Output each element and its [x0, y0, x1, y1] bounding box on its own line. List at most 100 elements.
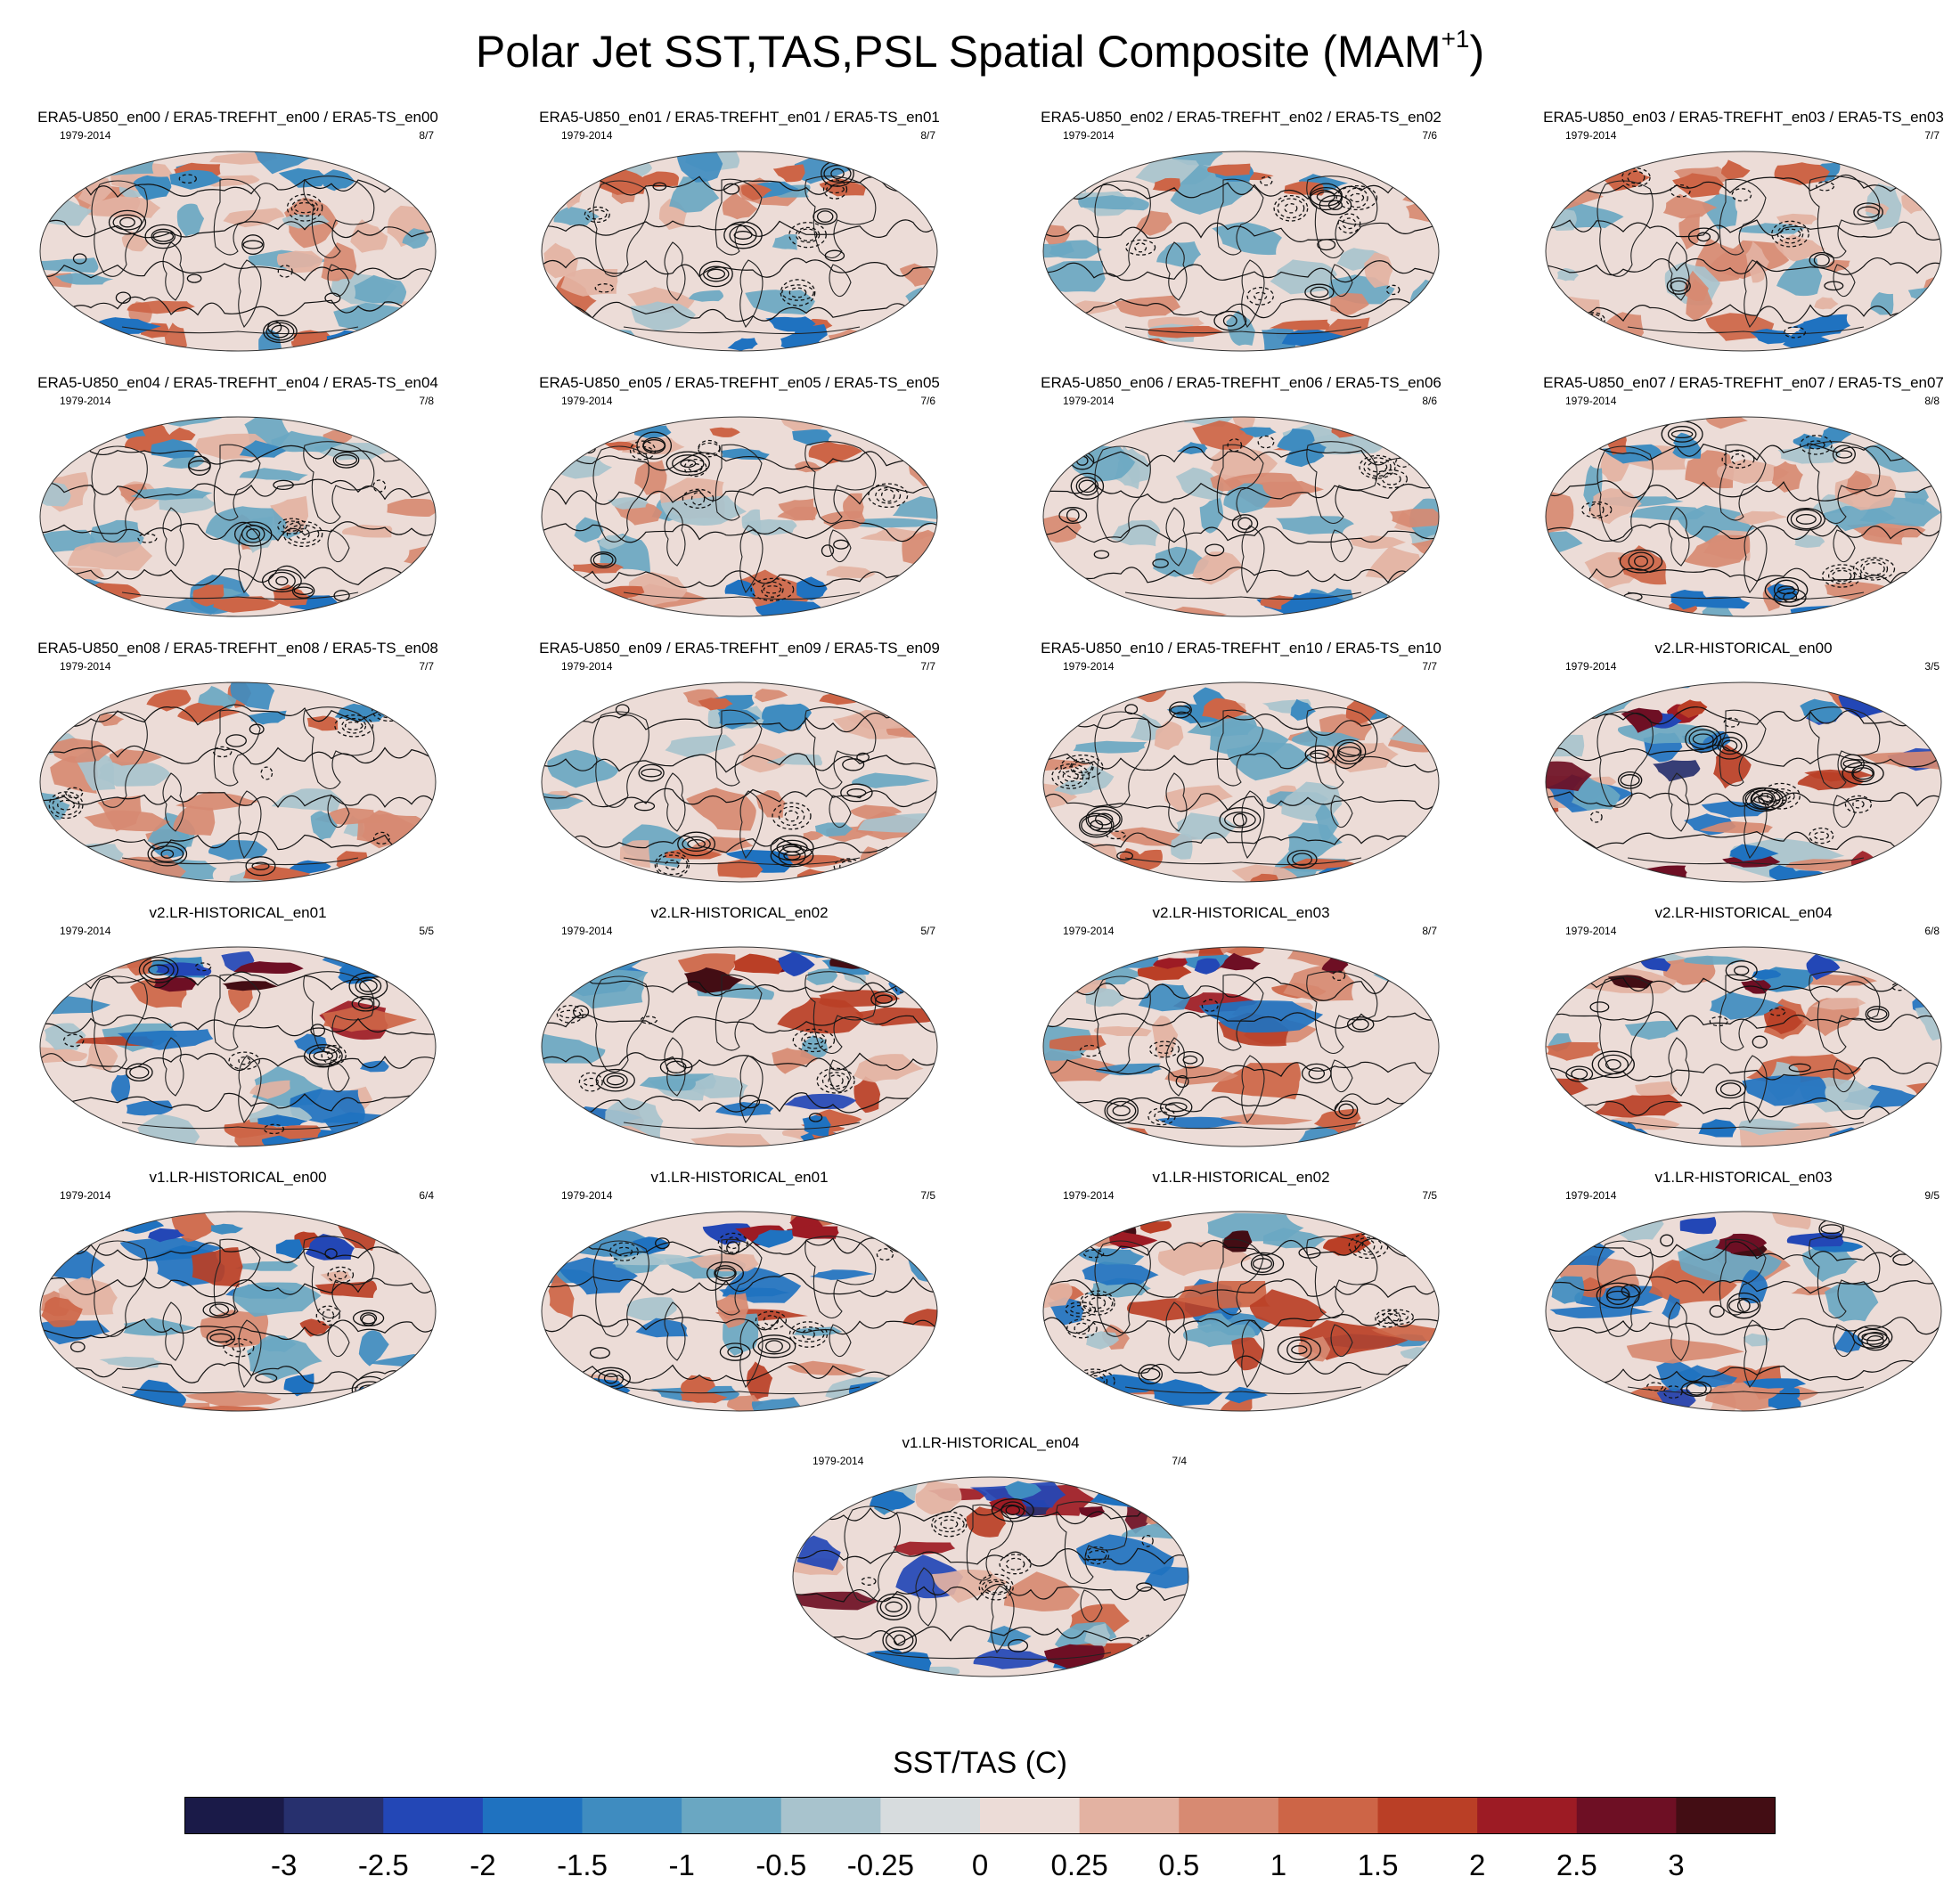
psl-negative-contour	[1670, 184, 1691, 198]
colorbar-swatch	[682, 1798, 782, 1833]
coastline	[1216, 974, 1264, 1051]
colorbar-swatch	[880, 1798, 981, 1833]
psl-positive-contour	[148, 964, 169, 976]
psl-negative-contour	[1363, 457, 1392, 477]
colorbar-frame	[184, 1797, 1776, 1834]
psl-contour	[1043, 1011, 1439, 1029]
psl-contour	[1546, 706, 1941, 727]
psl-contour	[542, 451, 937, 471]
coastline	[1094, 180, 1151, 277]
psl-negative-contour	[376, 701, 404, 719]
psl-positive-contour	[1898, 965, 1912, 979]
panel-title: v2.LR-HISTORICAL_en00	[1654, 640, 1833, 657]
psl-positive-contour	[265, 322, 295, 341]
psl-negative-contour	[868, 483, 909, 509]
psl-positive-contour	[1319, 194, 1352, 216]
psl-negative-contour	[826, 184, 845, 194]
coastline	[1056, 1501, 1128, 1585]
panel-title: ERA5-U850_en03 / ERA5-TREFHT_en03 / ERA5…	[1543, 109, 1944, 126]
panel-period: 1979-2014	[1565, 395, 1617, 407]
colorbar-tick-label: 1	[1270, 1848, 1287, 1881]
psl-positive-contour	[723, 221, 763, 249]
psl-negative-contour	[755, 1310, 788, 1330]
psl-positive-contour	[1087, 809, 1121, 829]
coastline	[1719, 178, 1767, 256]
coastline	[1165, 507, 1188, 567]
psl-contour	[1043, 260, 1439, 283]
colorbar-labels: -3 -2.5 -2 -1.5 -1 -0.5 -0.25 0 0.25 0.5 1 1.5 2 2.5 3	[0, 1848, 1960, 1893]
psl-negative-contour	[213, 746, 233, 758]
panel-period: 1979-2014	[1565, 925, 1617, 937]
psl-positive-contour	[332, 452, 360, 469]
psl-negative-contour	[1080, 1371, 1108, 1391]
psl-positive-contour	[733, 231, 753, 240]
psl-contour	[1043, 832, 1439, 850]
colorbar-swatch	[1377, 1798, 1478, 1833]
sst-anomaly-field	[793, 1477, 1188, 1677]
sst-anomaly-field	[40, 682, 436, 882]
psl-negative-contour	[1070, 758, 1094, 776]
psl-positive-contour	[1660, 1234, 1674, 1247]
coastline	[91, 975, 148, 1073]
psl-contour	[1546, 1359, 1941, 1383]
coastline	[623, 1122, 861, 1130]
composite-map	[1545, 681, 1942, 883]
psl-contour	[542, 1014, 937, 1033]
psl-positive-contour	[687, 838, 706, 849]
coastline	[213, 709, 261, 787]
psl-positive-contour	[359, 979, 378, 992]
coastline	[1165, 1301, 1188, 1361]
psl-negative-contour	[1284, 203, 1298, 214]
panel-count: 7/5	[1422, 1189, 1437, 1202]
panel-count: 6/4	[419, 1189, 434, 1202]
psl-positive-contour	[603, 1373, 618, 1384]
psl-positive-contour	[739, 1094, 761, 1109]
map-border	[39, 946, 437, 1147]
psl-positive-contour	[706, 1261, 745, 1285]
psl-negative-contour	[690, 492, 706, 506]
psl-positive-contour	[1734, 966, 1750, 975]
colorbar-tick-label: 0.5	[1158, 1848, 1200, 1881]
psl-positive-contour	[680, 459, 697, 469]
map-panel: ERA5-U850_en05 / ERA5-TREFHT_en05 / ERA5…	[503, 374, 976, 641]
psl-positive-contour	[1685, 725, 1722, 753]
psl-positive-contour	[359, 1384, 381, 1395]
psl-positive-contour	[1666, 277, 1691, 295]
map-panel: ERA5-U850_en02 / ERA5-TREFHT_en02 / ERA5…	[1005, 109, 1477, 376]
psl-positive-contour	[1182, 1055, 1198, 1065]
psl-negative-contour	[379, 705, 401, 715]
colorbar-swatch	[1179, 1798, 1279, 1833]
psl-negative-contour	[1246, 287, 1274, 306]
map-panel: ERA5-U850_en08 / ERA5-TREFHT_en08 / ERA5…	[2, 640, 474, 907]
coastline	[739, 1055, 764, 1123]
psl-positive-contour	[778, 845, 806, 866]
psl-positive-contour	[1159, 1097, 1193, 1117]
psl-contour	[40, 1015, 436, 1037]
psl-negative-contour	[65, 787, 84, 799]
psl-positive-contour	[1352, 1018, 1369, 1031]
psl-contour	[40, 971, 436, 991]
psl-contour	[1043, 752, 1439, 773]
psl-positive-contour	[241, 525, 265, 543]
psl-contour	[1546, 304, 1941, 324]
psl-positive-contour	[1333, 738, 1367, 765]
psl-negative-contour	[1074, 1322, 1090, 1335]
sst-anomaly-field	[1043, 417, 1439, 616]
map-border	[541, 681, 938, 883]
psl-positive-contour	[1842, 759, 1863, 769]
psl-negative-contour	[828, 1074, 844, 1088]
psl-positive-contour	[1138, 1364, 1164, 1385]
psl-contour	[40, 745, 436, 765]
psl-positive-contour	[1709, 1305, 1725, 1318]
panel-period: 1979-2014	[561, 925, 613, 937]
psl-positive-contour	[1866, 1008, 1888, 1020]
psl-contour	[542, 219, 937, 238]
coastline	[1124, 326, 1362, 335]
panel-count: 8/6	[1422, 395, 1437, 407]
coastline	[121, 592, 359, 600]
psl-positive-contour	[143, 959, 175, 981]
psl-negative-contour	[587, 209, 608, 220]
psl-positive-contour	[823, 164, 852, 183]
psl-negative-contour	[1375, 1309, 1401, 1328]
psl-contour	[1043, 976, 1439, 1001]
